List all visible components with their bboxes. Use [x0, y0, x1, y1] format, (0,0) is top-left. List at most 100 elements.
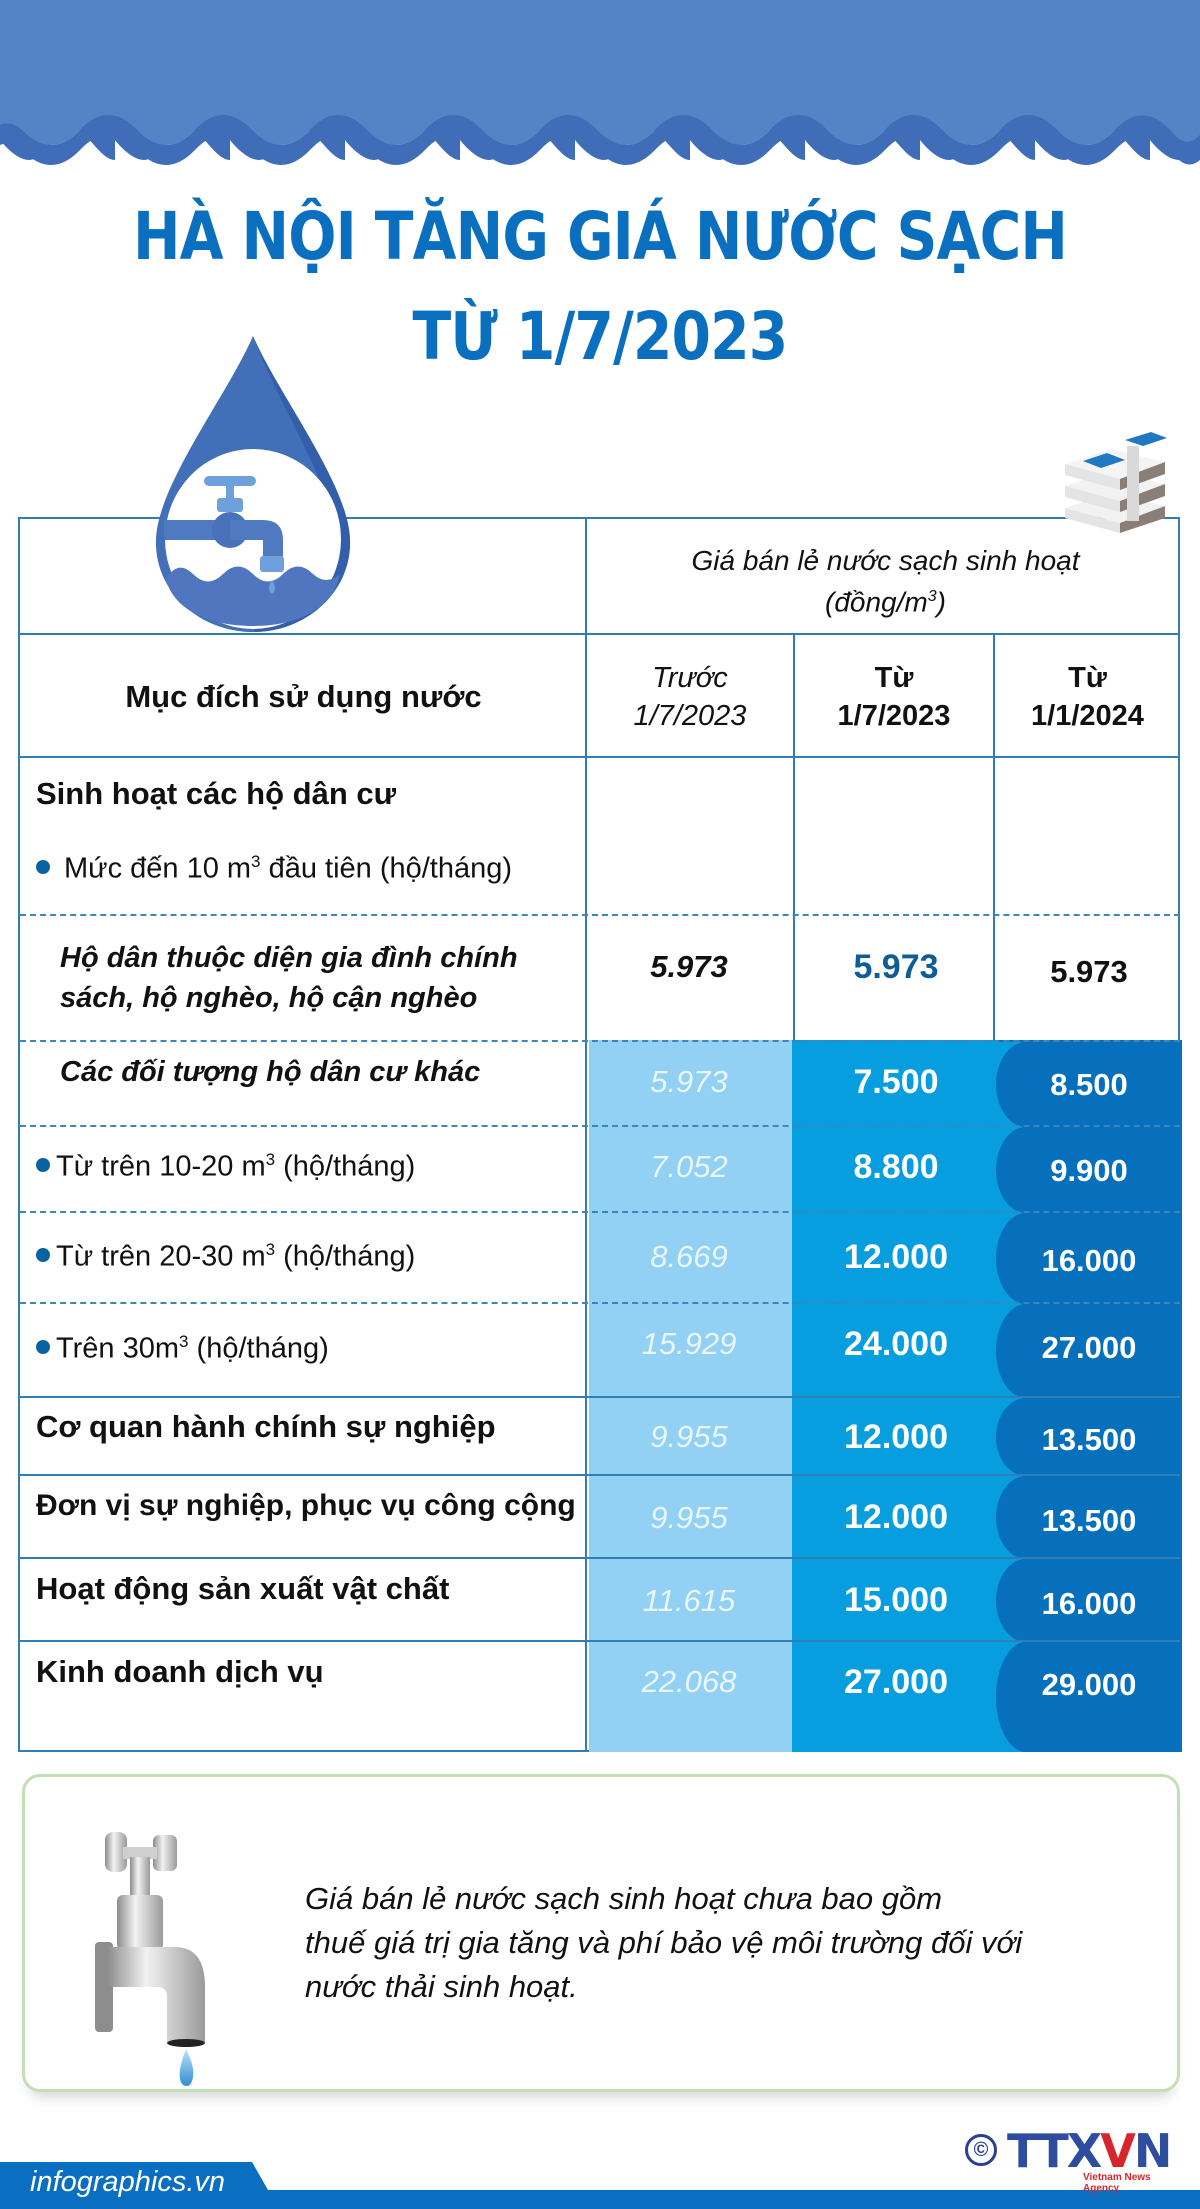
- tier-text: Từ trên 20-30 m: [56, 1240, 266, 1273]
- divider: [585, 519, 587, 1752]
- header-col-before: Trước 1/7/2023: [587, 635, 793, 758]
- value-before: 9.955: [650, 1419, 728, 1454]
- header-purpose: Mục đích sử dụng nước: [125, 678, 482, 714]
- unit-text: (đồng/m: [825, 586, 928, 618]
- tier-text-end: (hộ/tháng): [188, 1332, 329, 1365]
- col-label: Từ: [1068, 661, 1107, 694]
- divider: [20, 1474, 1180, 1476]
- tier-text-end: đầu tiên (hộ/tháng): [260, 852, 513, 885]
- money-stack-icon: [1065, 432, 1167, 533]
- bullet-icon: [36, 1340, 50, 1355]
- tier1-label: Mức đến 10 m3 đầu tiên (hộ/tháng): [20, 839, 587, 899]
- tier-sup: 3: [265, 1150, 276, 1170]
- unit-text-end: ): [936, 586, 946, 618]
- brand-name: TTXVN: [1007, 2124, 1172, 2178]
- scallop: [792, 1559, 1022, 1642]
- header-col-from-2023: Từ 1/7/2023: [795, 635, 993, 758]
- brand-tagline: Vietnam News Agency: [1083, 2172, 1151, 2194]
- brand-part-v: V: [1100, 2124, 1136, 2178]
- col-date: 1/7/2023: [633, 699, 747, 732]
- page-title-line-2: TỪ 1/7/2023: [412, 298, 789, 375]
- divider: [20, 1125, 1180, 1127]
- value-from-2023: 15.000: [844, 1581, 948, 1619]
- value-before: 5.973: [650, 949, 728, 984]
- header-col-from-2024: Từ 1/1/2024: [995, 635, 1180, 758]
- scallop: [792, 1398, 1022, 1476]
- row-label-public-service-units: Đơn vị sự nghiệp, phục vụ công cộng: [36, 1489, 576, 1522]
- value-before: 11.615: [642, 1582, 736, 1618]
- scallop: [792, 1127, 1022, 1213]
- value-from-2024: 13.500: [1041, 1502, 1137, 1538]
- brand-part: TTX: [1007, 2124, 1102, 2178]
- divider: [20, 1640, 1180, 1642]
- value-from-2023: 7.500: [853, 1062, 939, 1101]
- value-from-2024: 9.900: [1050, 1153, 1128, 1188]
- value-from-2024: 13.500: [1041, 1422, 1137, 1457]
- value-from-2023: 27.000: [844, 1662, 948, 1701]
- divider: [20, 633, 1180, 635]
- section-residential: Sinh hoạt các hộ dân cư: [36, 776, 397, 811]
- tier-text-end: (hộ/tháng): [275, 1240, 416, 1273]
- ttxvn-logo: © TTXVN Vietnam News Agency: [965, 2124, 1185, 2194]
- tier-sup: 3: [265, 1240, 276, 1260]
- value-from-2024: 5.973: [1050, 954, 1128, 989]
- note-box: Giá bán lẻ nước sạch sinh hoạt chưa bao …: [22, 1774, 1180, 2092]
- scallop: [792, 1476, 1022, 1559]
- bullet-icon: [36, 1248, 50, 1263]
- row-label-admin-agencies: Cơ quan hành chính sự nghiệp: [36, 1409, 496, 1444]
- value-from-2024: 27.000: [1041, 1330, 1137, 1365]
- scallop: [996, 1559, 1182, 1642]
- divider: [20, 1557, 1180, 1559]
- value-from-2023: 12.000: [844, 1237, 948, 1276]
- row-label-over-30: Trên 30m3 (hộ/tháng): [20, 1304, 587, 1394]
- row-label-10-20: Từ trên 10-20 m3 (hộ/tháng): [20, 1127, 587, 1207]
- tier-sup: 3: [179, 1332, 189, 1352]
- divider: [793, 635, 795, 1042]
- value-before: 8.669: [650, 1239, 728, 1274]
- col-date: 1/1/2024: [1031, 699, 1144, 732]
- water-drop-faucet-icon: [155, 336, 351, 632]
- col-label: Trước: [652, 661, 728, 694]
- note-text: Giá bán lẻ nước sạch sinh hoạt chưa bao …: [305, 1877, 1125, 2009]
- note-line: nước thải sinh hoạt.: [305, 1969, 578, 2004]
- scallop: [996, 1042, 1182, 1127]
- tier-sup: 3: [251, 852, 261, 872]
- divider: [20, 914, 1180, 916]
- value-before: 5.973: [650, 1064, 728, 1099]
- scallop: [792, 1642, 1022, 1752]
- value-from-2023: 8.800: [853, 1147, 939, 1186]
- col-date: 1/7/2023: [837, 699, 951, 732]
- value-from-2023: 12.000: [844, 1498, 948, 1536]
- value-from-2024: 29.000: [1041, 1667, 1137, 1702]
- price-table: Giá bán lẻ nước sạch sinh hoạt (đồng/m3)…: [18, 517, 1182, 1752]
- scallop: [996, 1304, 1182, 1398]
- page-title-line-1: HÀ NỘI TĂNG GIÁ NƯỚC SẠCH: [132, 198, 1068, 275]
- divider: [20, 1040, 1180, 1042]
- value-before: 15.929: [641, 1326, 737, 1361]
- tier-text: Mức đến 10 m: [64, 852, 252, 885]
- scallop: [996, 1398, 1182, 1476]
- tier-text: Từ trên 10-20 m: [56, 1150, 266, 1183]
- header-unit: (đồng/m3): [691, 579, 1079, 620]
- bullet-icon: [36, 860, 50, 875]
- value-from-2024: 16.000: [1041, 1585, 1137, 1621]
- divider: [20, 1396, 1180, 1398]
- row-label-business-services: Kinh doanh dịch vụ: [36, 1654, 324, 1689]
- tier-text-end: (hộ/tháng): [275, 1150, 416, 1183]
- scallop: [996, 1642, 1182, 1752]
- faucet-dripping-icon: [95, 1832, 205, 2086]
- value-from-2024: 8.500: [1050, 1067, 1128, 1102]
- divider: [20, 1211, 1180, 1213]
- top-wave-banner: [0, 0, 1200, 175]
- brand-part: N: [1133, 2124, 1172, 2178]
- row-label-policy-households: Hộ dân thuộc diện gia đình chính sách, h…: [60, 942, 518, 1014]
- value-from-2023: 5.973: [853, 947, 939, 986]
- scallop: [792, 1304, 1022, 1398]
- copyright-icon: ©: [965, 2134, 997, 2166]
- divider: [20, 1302, 1180, 1304]
- footer-site-link[interactable]: infographics.vn: [30, 2166, 226, 2198]
- divider: [993, 635, 995, 1042]
- col-label: Từ: [874, 661, 914, 694]
- tier-text: Trên 30m: [56, 1332, 180, 1365]
- bullet-icon: [36, 1158, 50, 1173]
